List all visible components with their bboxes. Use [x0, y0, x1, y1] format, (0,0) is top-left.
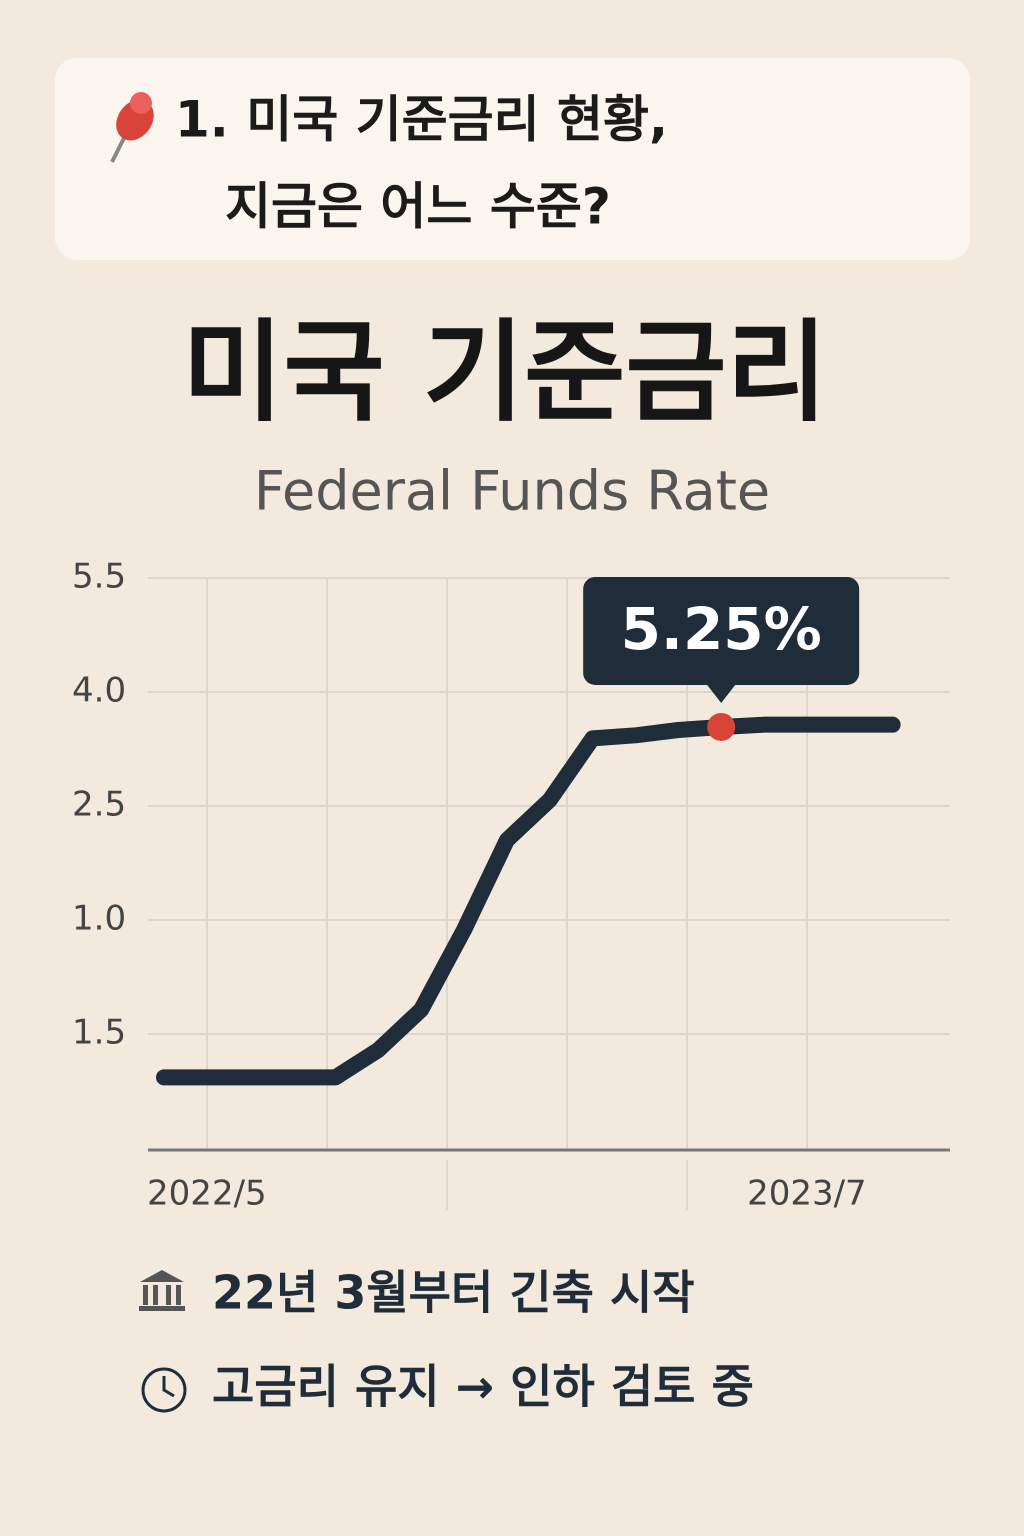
bank-icon — [139, 1270, 185, 1311]
rate-line — [156, 716, 901, 1086]
header-title: 1. 미국 기준금리 현황, — [175, 91, 668, 149]
pin-icon — [110, 92, 154, 163]
y-tick-label: 1.0 — [72, 899, 126, 939]
clock-icon — [141, 1367, 187, 1413]
y-tick-label: 2.5 — [72, 785, 126, 825]
note: 고금리 유지 → 인하 검토 중 — [212, 1360, 754, 1414]
header-title: 지금은 어느 수준? — [225, 178, 611, 236]
x-tick-label: 2022/5 — [147, 1174, 267, 1214]
chart-subtitle: Federal Funds Rate — [254, 460, 770, 523]
header-box — [55, 58, 970, 260]
y-tick-label: 4.0 — [72, 671, 126, 711]
x-tick-label: 2023/7 — [747, 1174, 867, 1214]
tooltip — [583, 576, 860, 703]
highlight-point — [707, 712, 736, 741]
annotation-label: 5.25% — [621, 595, 822, 663]
note: 22년 3월부터 긴축 시작 — [212, 1266, 695, 1320]
y-tick-label: 1.5 — [72, 1013, 126, 1053]
y-tick-label: 5.5 — [72, 557, 126, 597]
chart-title: 미국 기준금리 — [182, 308, 828, 436]
